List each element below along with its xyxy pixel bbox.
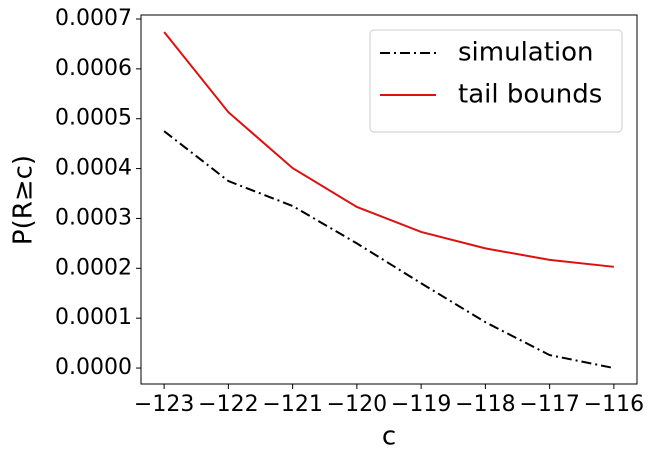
x-tick-label: −120 bbox=[327, 392, 387, 417]
x-tick-label: −121 bbox=[262, 392, 322, 417]
x-tick-label: −117 bbox=[519, 392, 579, 417]
legend-box bbox=[369, 29, 623, 133]
x-tick-label: −123 bbox=[134, 392, 194, 417]
y-tick-label: 0.0005 bbox=[55, 106, 132, 131]
x-axis-label: c bbox=[382, 422, 396, 452]
x-tick-label: −119 bbox=[391, 392, 451, 417]
y-tick-label: 0.0006 bbox=[55, 56, 132, 81]
series-line bbox=[163, 31, 614, 268]
y-tick-label: 0.0002 bbox=[55, 255, 132, 280]
x-tick-label: −118 bbox=[455, 392, 515, 417]
x-tick-label: −122 bbox=[198, 392, 258, 417]
plot-frame bbox=[140, 14, 638, 385]
series-line bbox=[163, 130, 615, 370]
y-tick-label: 0.0001 bbox=[55, 305, 132, 330]
y-tick-label: 0.0007 bbox=[55, 6, 132, 31]
legend-label: tail bounds bbox=[458, 80, 602, 110]
y-tick-label: 0.0000 bbox=[55, 355, 132, 380]
y-tick-label: 0.0004 bbox=[55, 156, 132, 181]
y-tick-label: 0.0003 bbox=[55, 205, 132, 230]
x-tick-label: −116 bbox=[584, 392, 644, 417]
legend-label: simulation bbox=[458, 38, 594, 68]
y-axis-label: P(R≥c) bbox=[9, 155, 39, 245]
